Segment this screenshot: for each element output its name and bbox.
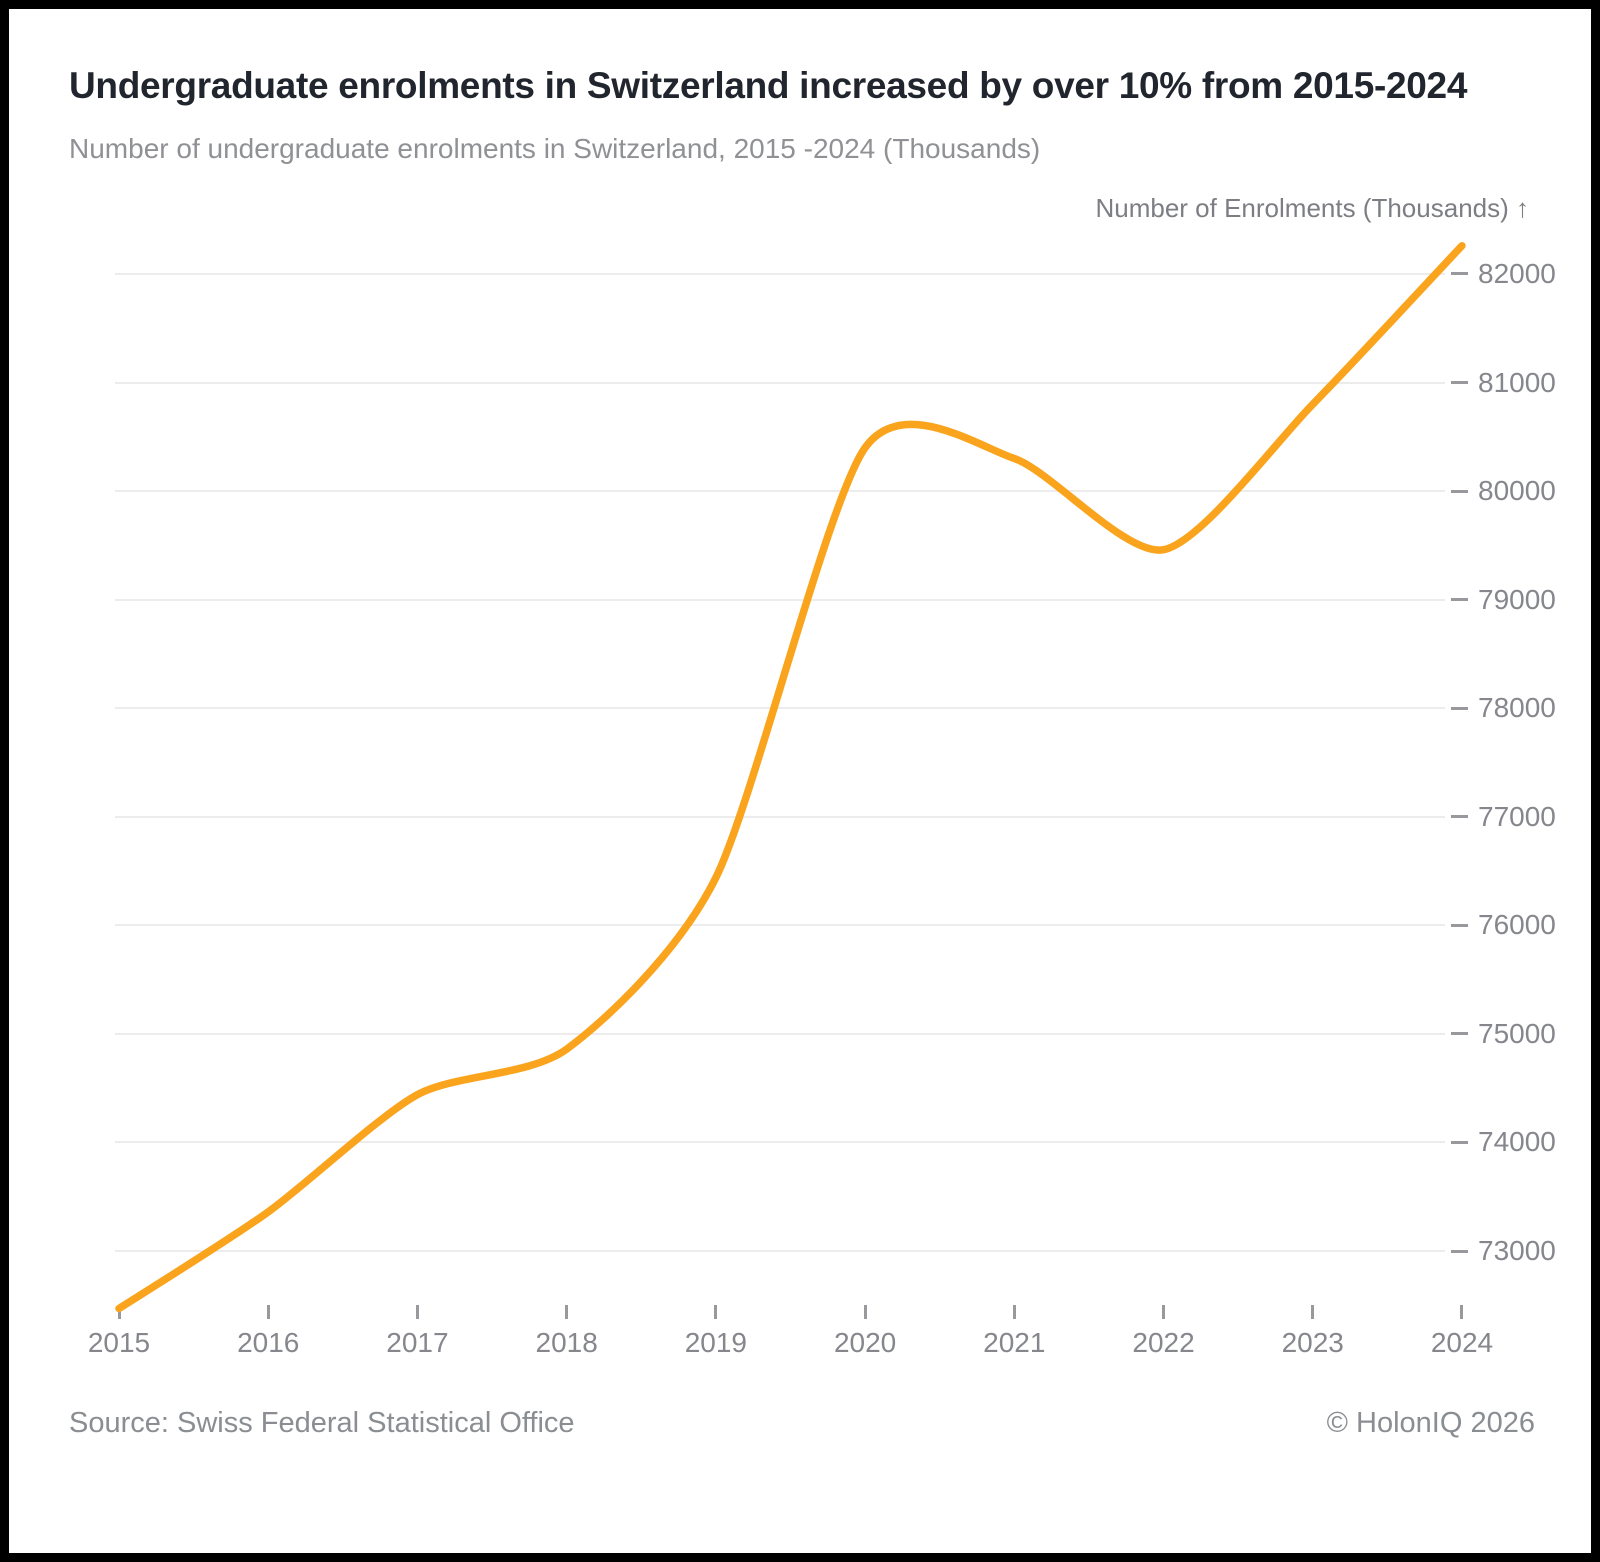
x-axis-tick: [1162, 1305, 1166, 1319]
x-axis-tick: [1012, 1305, 1016, 1319]
source-note: Source: Swiss Federal Statistical Office: [69, 1407, 575, 1439]
y-axis-tick: 79000: [1451, 581, 1556, 619]
copyright-note: © HolonIQ 2026: [1326, 1407, 1535, 1439]
y-axis-tick: 75000: [1451, 1015, 1556, 1053]
y-tick-label: 77000: [1478, 800, 1556, 832]
y-axis-tick: 74000: [1451, 1123, 1556, 1161]
y-tick-label: 76000: [1478, 909, 1556, 941]
x-tick-label: 2018: [535, 1327, 598, 1358]
tick-dash-icon: [1451, 923, 1468, 927]
x-tick-label: 2023: [1281, 1327, 1344, 1358]
tick-dash-icon: [1451, 1032, 1468, 1036]
gridline: [115, 598, 1445, 601]
gridline: [115, 1250, 1445, 1252]
tick-dash-icon: [1451, 272, 1468, 276]
tick-dash-icon: [1451, 381, 1468, 385]
chart-subtitle: Number of undergraduate enrolments in Sw…: [69, 133, 1041, 164]
x-axis-tick: [266, 1305, 270, 1319]
y-tick-label: 79000: [1478, 583, 1556, 615]
x-tick-label: 2019: [684, 1327, 748, 1358]
y-axis-tick: 82000: [1451, 255, 1556, 293]
x-tick-label: 2021: [983, 1327, 1046, 1358]
y-tick-label: 82000: [1478, 257, 1556, 289]
tick-dash-icon: [1451, 706, 1468, 710]
x-axis-tick: [415, 1305, 419, 1319]
x-axis-tick: [714, 1305, 718, 1319]
y-axis-tick: 73000: [1451, 1232, 1556, 1270]
x-axis-tick: [863, 1305, 867, 1319]
y-axis-tick: 76000: [1451, 906, 1556, 944]
y-axis-tick: 81000: [1451, 364, 1556, 402]
tick-dash-icon: [1451, 489, 1468, 493]
x-tick-label: 2022: [1132, 1327, 1195, 1358]
gridline: [115, 490, 1445, 493]
y-axis-tick: 77000: [1451, 798, 1556, 836]
y-tick-label: 73000: [1478, 1235, 1556, 1266]
tick-dash-icon: [1451, 815, 1468, 819]
gridline: [115, 707, 1445, 710]
y-tick-label: 80000: [1478, 475, 1556, 507]
y-tick-label: 75000: [1478, 1017, 1556, 1049]
y-tick-label: 78000: [1478, 692, 1556, 724]
gridline: [115, 1141, 1445, 1144]
tick-dash-icon: [1451, 598, 1468, 602]
x-axis-tick: [1311, 1305, 1315, 1319]
x-axis-tick: [565, 1305, 569, 1319]
x-axis-tick: [117, 1305, 121, 1319]
gridline: [115, 272, 1445, 275]
gridline: [115, 1032, 1445, 1035]
x-axis-tick: [1460, 1305, 1464, 1319]
gridline: [115, 815, 1445, 818]
x-tick-label: 2024: [1430, 1327, 1494, 1358]
x-tick-label: 2015: [87, 1327, 151, 1358]
y-axis-title: Number of Enrolments (Thousands) ↑: [1095, 193, 1529, 223]
tick-dash-icon: [1451, 1140, 1468, 1144]
y-axis-tick: 78000: [1451, 689, 1556, 727]
y-tick-label: 74000: [1478, 1126, 1556, 1158]
gridline: [115, 924, 1445, 927]
x-tick-label: 2020: [833, 1327, 897, 1358]
x-tick-label: 2016: [237, 1327, 300, 1358]
tick-dash-icon: [1451, 1249, 1468, 1253]
gridline: [115, 381, 1445, 384]
y-tick-label: 81000: [1478, 366, 1556, 398]
x-tick-label: 2017: [386, 1327, 449, 1358]
y-axis-tick: 80000: [1451, 472, 1556, 510]
chart-title: Undergraduate enrolments in Switzerland …: [69, 65, 1468, 106]
plot-area: 73000 74000 75000 76000 77000 78000 79000 80000…: [9, 9, 1591, 1553]
